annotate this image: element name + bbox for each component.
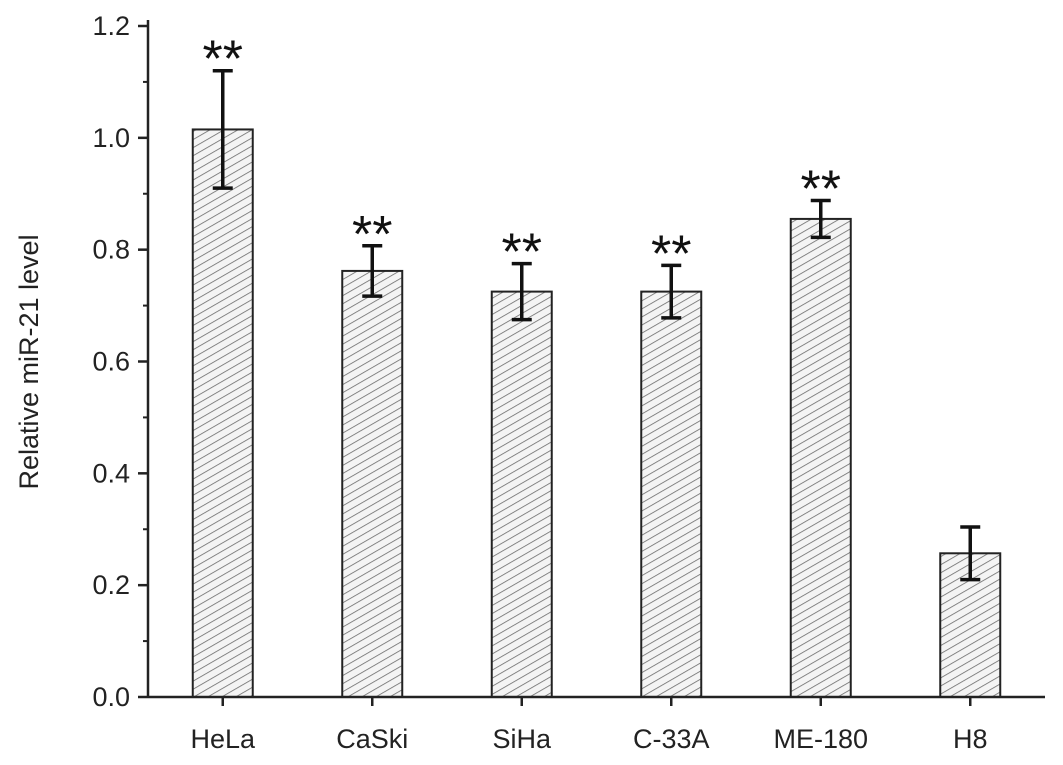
axes: HeLa CaSki SiHa C-33A ME-180 H8 0.0 0.2 0.4 0.6 0.… <box>92 11 1045 754</box>
significance-label: ** <box>651 225 691 283</box>
y-tick-label: 0.2 <box>92 570 130 600</box>
y-tick-label: 0.0 <box>92 682 130 712</box>
x-tick-label: CaSki <box>336 724 408 754</box>
significance-label: ** <box>502 224 542 282</box>
significance-label: ** <box>203 31 243 89</box>
y-tick-label: 0.8 <box>92 235 130 265</box>
bar <box>789 217 852 698</box>
y-tick-label: 0.6 <box>92 347 130 377</box>
bar <box>191 128 254 698</box>
x-tick-label: ME-180 <box>773 724 868 754</box>
bar <box>640 290 703 698</box>
y-tick-label: 1.2 <box>92 11 130 41</box>
bar <box>341 269 404 698</box>
bars: ** ** ** ** ** <box>191 31 1002 699</box>
y-axis-title: Relative miR-21 level <box>14 234 44 489</box>
x-tick-label: C-33A <box>633 724 710 754</box>
x-tick-label: HeLa <box>190 724 256 754</box>
y-tick-label: 1.0 <box>92 123 130 153</box>
bar <box>490 290 553 698</box>
x-tick-label: SiHa <box>492 724 552 754</box>
y-tick-label: 0.4 <box>92 458 130 488</box>
x-tick-label: H8 <box>953 724 988 754</box>
significance-label: ** <box>352 206 392 264</box>
significance-label: ** <box>801 160 841 218</box>
